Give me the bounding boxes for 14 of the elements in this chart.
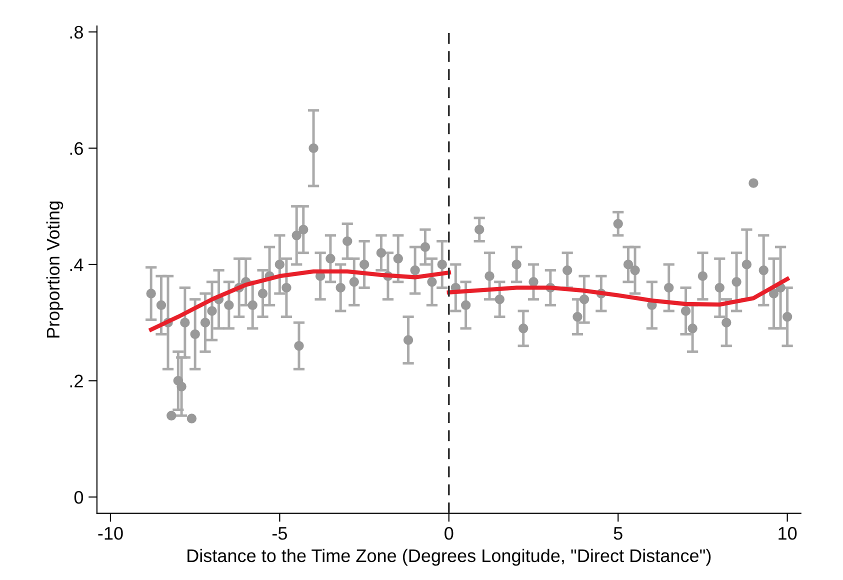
x-axis-title: Distance to the Time Zone (Degrees Longitude, "Direct Distance"): [188, 548, 711, 566]
y-tick-label: 0: [74, 490, 84, 504]
line-series: [446, 276, 790, 307]
x-tick-label: -10: [98, 526, 123, 540]
x-tick-label: 5: [614, 527, 622, 540]
y-axis-title: Proportion Voting: [46, 202, 64, 338]
y-tick-label: .6: [70, 142, 83, 155]
y-tick-label: .8: [70, 26, 83, 39]
y-tick-label: .4: [70, 258, 84, 272]
y-tick-label: .2: [70, 374, 83, 388]
x-tick-label: 10: [778, 526, 797, 540]
x-tick-label: -5: [272, 527, 287, 540]
line-series: [149, 269, 451, 332]
x-tick-label: 0: [444, 526, 454, 540]
